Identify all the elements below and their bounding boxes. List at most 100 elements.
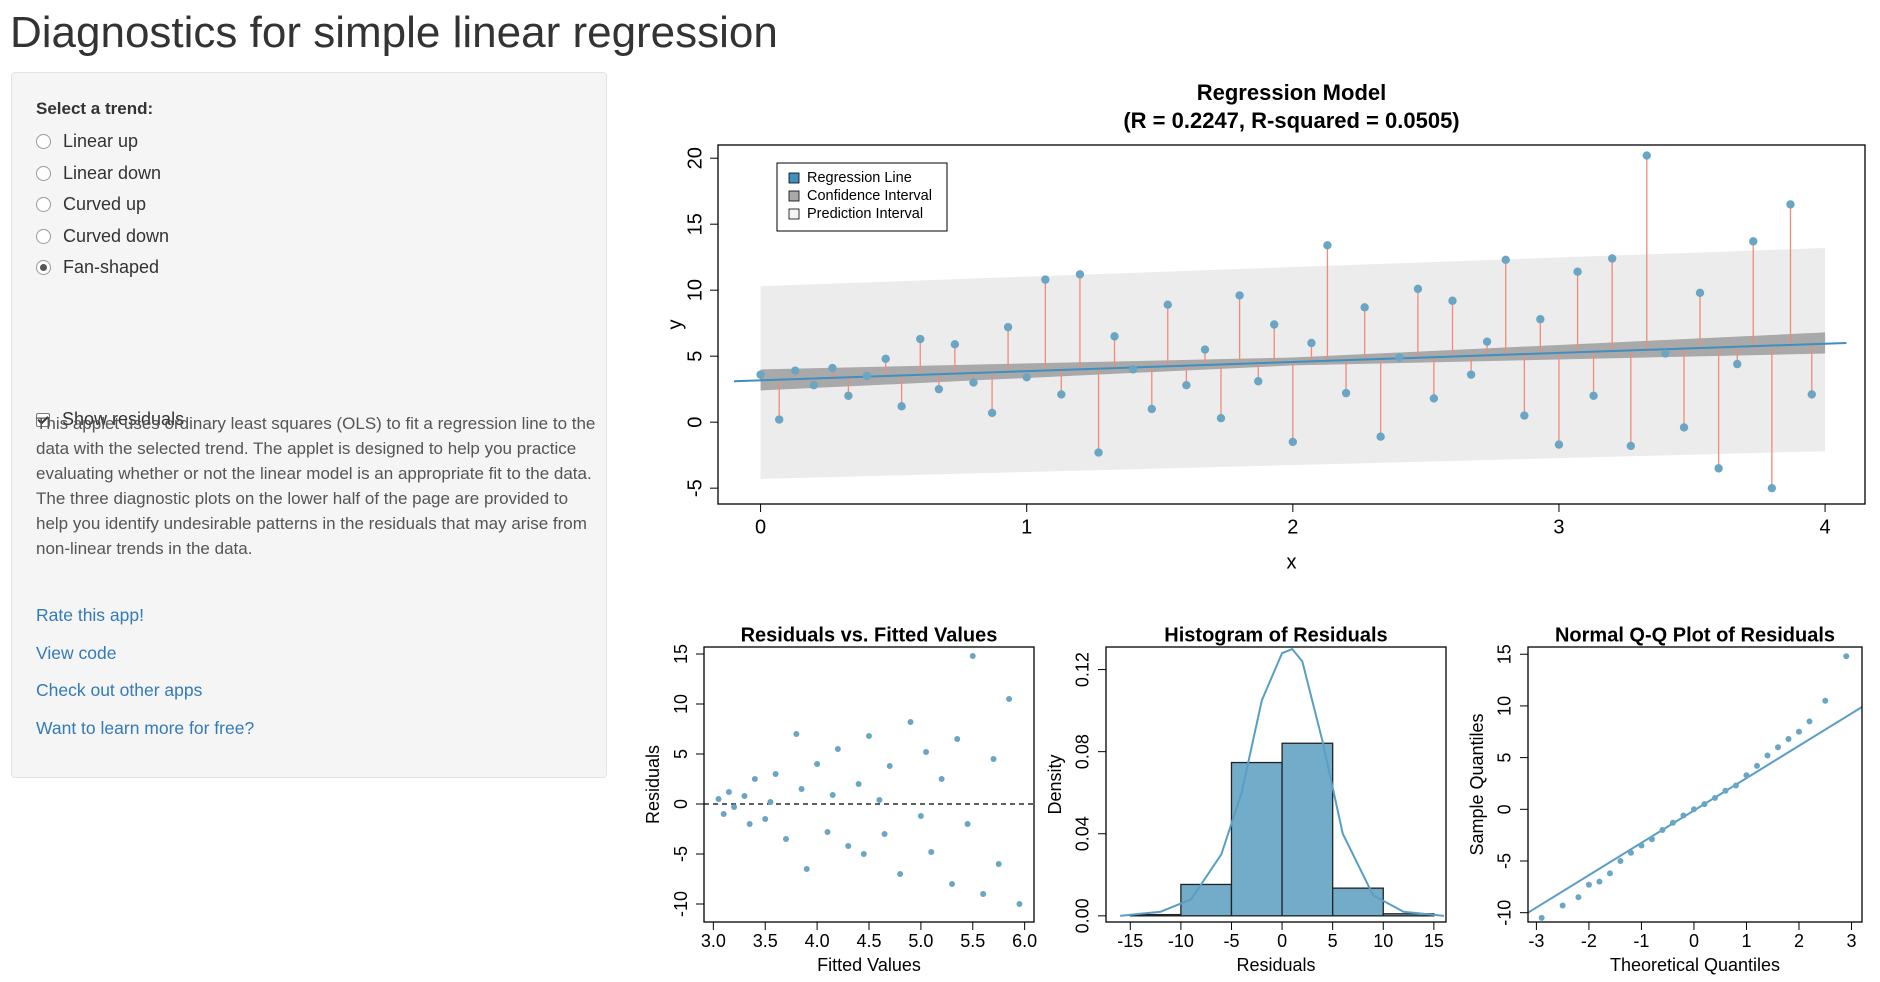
point <box>1606 870 1613 877</box>
legend-swatch <box>788 190 800 202</box>
point <box>1626 441 1636 451</box>
point <box>928 849 935 855</box>
point <box>1701 801 1708 808</box>
legend: Regression Line Confidence Interval Predic… <box>776 162 948 232</box>
x-tick-label: 15 <box>1424 931 1444 951</box>
show-residuals[interactable]: Show residuals <box>36 409 184 430</box>
point <box>1094 448 1103 457</box>
x-tick-label: -2 <box>1581 931 1597 951</box>
point <box>897 402 906 411</box>
point <box>1006 696 1013 702</box>
chart-subtitle: (R = 0.2247, R-squared = 0.0505) <box>1123 108 1459 133</box>
radio-label[interactable]: Fan-shaped <box>63 257 160 277</box>
point <box>1538 914 1545 921</box>
point <box>1669 819 1676 826</box>
link[interactable]: View code <box>36 642 117 663</box>
point <box>987 408 997 418</box>
point <box>1617 858 1624 865</box>
point <box>1679 423 1689 432</box>
y-tick-label: -10 <box>671 891 691 917</box>
link[interactable]: Check out other apps <box>36 680 203 700</box>
description: This applet uses ordinary least squares … <box>36 414 596 558</box>
trend-option[interactable]: Curved up <box>36 194 146 215</box>
point <box>1722 787 1729 794</box>
point <box>1482 337 1492 346</box>
point <box>917 813 924 819</box>
radio[interactable] <box>36 260 51 275</box>
point <box>1022 373 1031 382</box>
radio[interactable] <box>36 165 51 181</box>
x-axis-label: Theoretical Quantiles <box>1610 955 1780 975</box>
point <box>829 792 836 798</box>
point <box>834 746 841 752</box>
point <box>782 836 789 842</box>
point <box>1711 794 1718 801</box>
radio-label[interactable]: Curved down <box>63 225 170 246</box>
point <box>1807 390 1816 399</box>
point <box>1057 390 1066 399</box>
point <box>751 776 758 782</box>
y-tick-label: 5 <box>671 749 691 759</box>
trend-option[interactable]: Curved down <box>36 226 169 247</box>
point <box>1323 241 1332 250</box>
point <box>1767 483 1777 493</box>
point <box>1466 370 1476 379</box>
radio[interactable] <box>36 228 51 244</box>
point <box>1764 752 1771 759</box>
x-tick-label: 3.0 <box>701 931 726 951</box>
point <box>862 371 872 381</box>
point <box>845 843 852 849</box>
x-tick-label: 5.5 <box>960 931 985 951</box>
density-curve <box>1120 647 1445 917</box>
point <box>1163 300 1172 309</box>
point <box>715 796 722 802</box>
x-tick-label: -1 <box>1633 931 1649 951</box>
point <box>1235 291 1244 300</box>
y-tick-label: 0.08 <box>1073 734 1093 769</box>
link[interactable]: Want to learn more for free? <box>36 717 255 738</box>
point <box>881 831 888 837</box>
point <box>798 786 805 792</box>
trend-option[interactable]: Linear down <box>36 163 161 184</box>
point <box>725 789 732 795</box>
plot-frame <box>1105 646 1447 923</box>
point <box>1714 464 1723 473</box>
radio-label[interactable]: Curved up <box>63 194 147 214</box>
x-tick-label: 0 <box>755 516 766 538</box>
bar <box>1281 742 1334 917</box>
point <box>1743 772 1750 779</box>
plot-frame <box>717 144 1866 505</box>
radio-label[interactable]: Linear up <box>63 131 139 151</box>
point <box>1690 806 1697 813</box>
trend-option[interactable]: Fan-shaped <box>36 257 159 278</box>
point <box>1041 275 1050 284</box>
point <box>1774 744 1781 751</box>
radio-label[interactable]: Linear down <box>63 162 162 183</box>
x-tick-label: 3 <box>1553 516 1564 538</box>
chart-title: Regression Model <box>1197 80 1386 105</box>
radio[interactable] <box>36 197 51 212</box>
point <box>1822 697 1829 704</box>
point <box>916 334 925 344</box>
link[interactable]: Rate this app! <box>36 605 144 625</box>
point <box>934 384 944 394</box>
point <box>1429 394 1439 403</box>
radio[interactable] <box>36 134 51 149</box>
point <box>1607 254 1617 263</box>
point <box>1786 200 1795 209</box>
y-tick-label: 15 <box>684 213 706 235</box>
trend-option[interactable]: Linear up <box>36 131 138 152</box>
legend-swatch <box>788 172 800 184</box>
x-tick-label: 0 <box>1689 931 1699 951</box>
point <box>1128 365 1138 374</box>
point <box>969 653 976 659</box>
y-tick-label: 0.04 <box>1073 816 1093 851</box>
point <box>886 763 893 769</box>
point <box>1254 377 1263 386</box>
sidebar: Select a trend: Linear up Linear down Curv… <box>11 72 607 778</box>
checkbox[interactable] <box>36 412 50 427</box>
point <box>907 719 914 725</box>
y-tick-label: 15 <box>671 644 691 664</box>
checkbox-label[interactable]: Show residuals <box>62 409 185 429</box>
